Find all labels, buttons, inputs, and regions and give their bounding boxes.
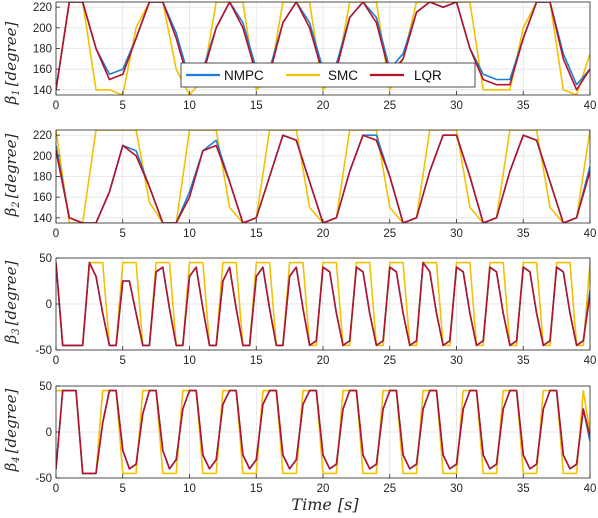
series-group [56,389,590,475]
legend-box [180,62,476,88]
y-tick-label: 220 [33,130,52,142]
x-tick-label: 10 [183,355,196,367]
x-tick-label: 15 [250,100,263,112]
x-tick-label: 40 [584,228,597,240]
x-tick-label: 35 [517,355,530,367]
y-tick-label: 160 [33,64,52,76]
x-tick-label: 35 [517,100,530,112]
y-tick-label: -50 [35,473,52,485]
y-tick-label: 140 [33,213,52,225]
y-tick-label: -50 [35,345,52,357]
x-tick-label: 20 [317,483,330,495]
x-tick-label: 40 [584,355,597,367]
x-tick-label: 35 [517,483,530,495]
y-tick-label: 0 [46,299,52,311]
x-tick-label: 40 [584,483,597,495]
x-tick-label: 30 [450,355,463,367]
y-tick-label: 0 [46,427,52,439]
series-line-smc [56,389,590,475]
legend: NMPC SMC LQR [180,62,476,88]
panel-beta2: 0 5 10 15 20 25 30 35 40 140 160 180 200 220 [33,129,597,240]
y-tick-label: 140 [33,85,52,97]
y-tick-label: 180 [33,44,52,56]
ylabel-beta3: β3[degree] [2,260,22,344]
legend-label-smc: SMC [328,68,358,83]
x-tick-label: 30 [450,100,463,112]
y-tick-label: 180 [33,172,52,184]
series-line-lqr [56,261,590,347]
x-tick-label: 10 [183,228,196,240]
x-tick-label: 5 [120,355,126,367]
series-line-lqr [56,134,590,223]
x-tick-label: 20 [317,355,330,367]
series-group [56,130,590,223]
x-tick-label: 0 [53,355,59,367]
x-tick-label: 20 [317,228,330,240]
xlabel-time: Time [s] [291,495,359,514]
x-tick-label: 10 [183,483,196,495]
x-tick-label: 25 [383,355,396,367]
ylabel-beta2: β2[degree] [2,133,22,217]
x-tick-label: 0 [53,228,59,240]
x-tick-label: 35 [517,228,530,240]
x-tick-label: 5 [120,483,126,495]
y-tick-label: 200 [33,23,52,35]
legend-label-nmpc: NMPC [224,68,264,83]
x-tick-label: 15 [250,228,263,240]
x-tick-label: 5 [120,100,126,112]
x-tick-label: 20 [317,100,330,112]
legend-label-lqr: LQR [414,68,442,83]
x-tick-label: 0 [53,100,59,112]
y-tick-label: 50 [39,253,52,265]
x-tick-label: 5 [120,228,126,240]
y-tick-label: 220 [33,2,52,14]
series-line-lqr [56,389,590,475]
x-tick-label: 30 [450,228,463,240]
y-tick-label: 200 [33,151,52,163]
x-tick-label: 25 [383,228,396,240]
panel-beta1: 0 5 10 15 20 25 30 35 40 140 160 180 200 220 [33,1,597,112]
series-line-smc [56,2,590,95]
x-tick-label: 15 [250,483,263,495]
ylabel-beta4: β4[degree] [2,388,22,472]
ylabel-beta1: β1[degree] [2,21,22,105]
x-tick-label: 0 [53,483,59,495]
y-tick-label: 160 [33,192,52,204]
x-tick-label: 40 [584,100,597,112]
x-tick-label: 25 [383,483,396,495]
x-tick-label: 30 [450,483,463,495]
x-tick-label: 25 [383,100,396,112]
x-tick-label: 15 [250,355,263,367]
y-tick-label: 50 [39,381,52,393]
x-tick-label: 10 [183,100,196,112]
series-group [56,261,590,347]
